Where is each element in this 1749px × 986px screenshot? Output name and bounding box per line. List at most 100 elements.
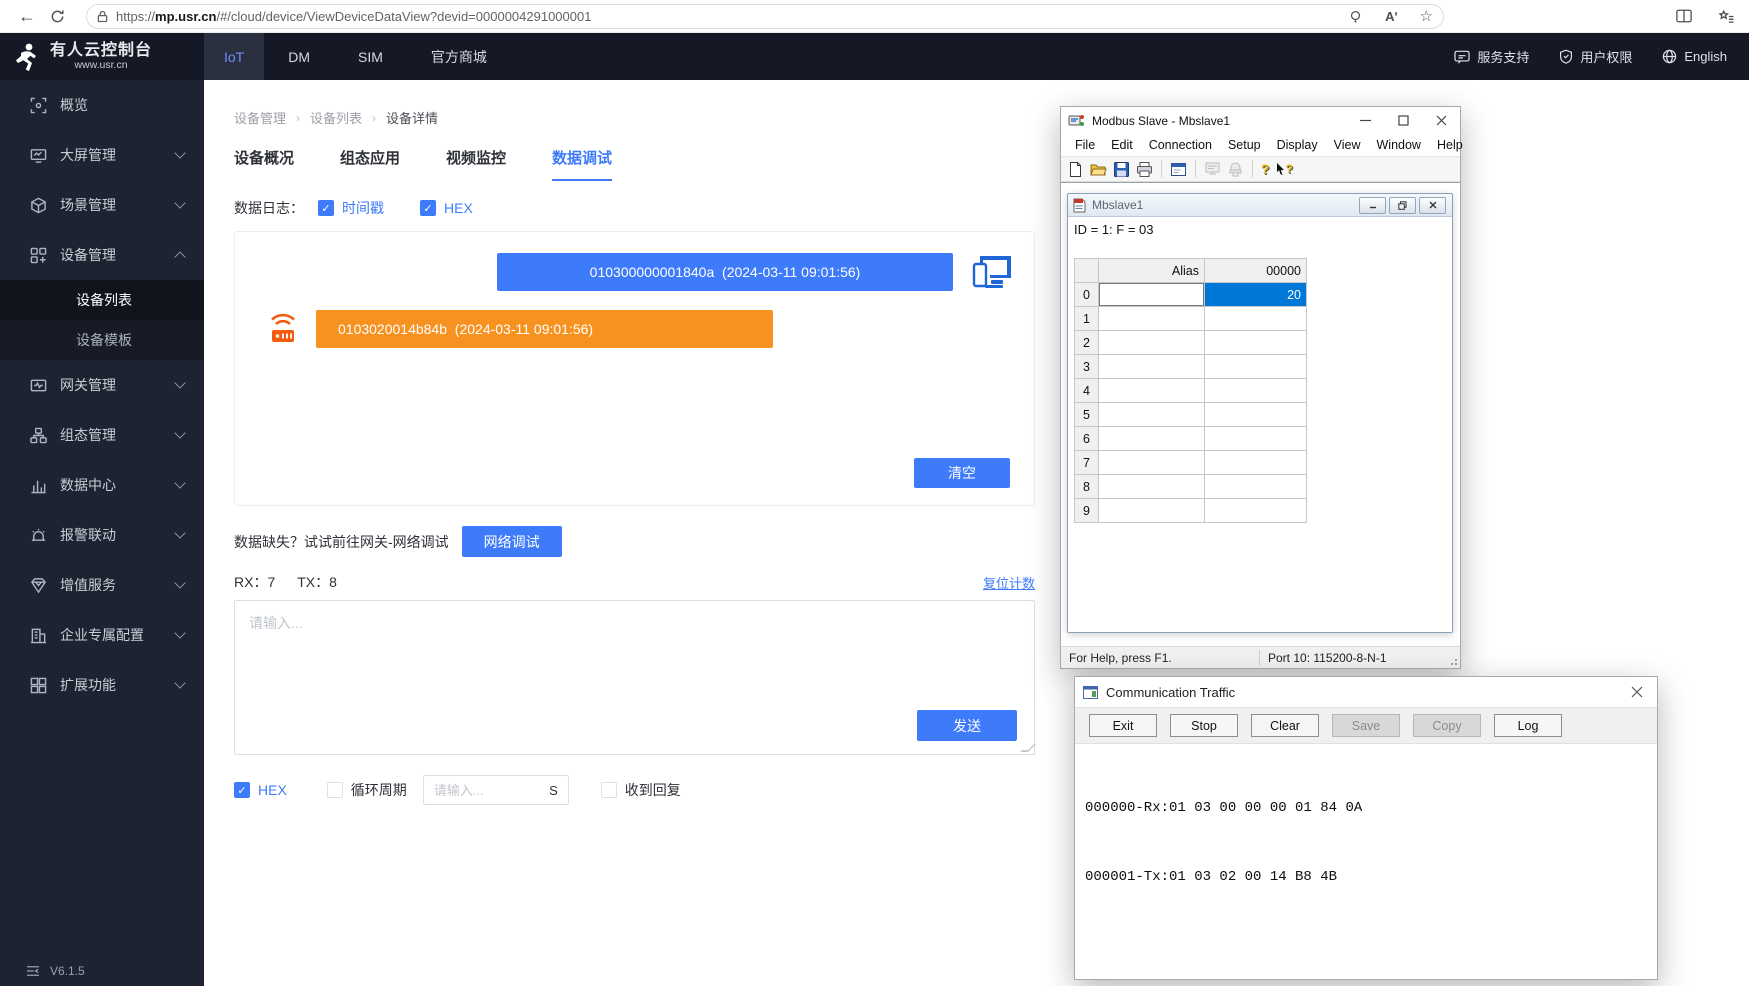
clear-button[interactable]: 清空 xyxy=(914,458,1010,488)
sidebar-item-device-list[interactable]: 设备列表 xyxy=(0,280,204,320)
browser-refresh-icon[interactable] xyxy=(42,2,72,30)
sidebar-item-gateway[interactable]: 网关管理 xyxy=(0,360,204,410)
menu-view[interactable]: View xyxy=(1333,138,1361,152)
split-screen-icon[interactable] xyxy=(1676,9,1692,23)
language-menu[interactable]: English xyxy=(1662,49,1727,64)
value-cell[interactable] xyxy=(1204,474,1307,499)
permissions-menu[interactable]: 用户权限 xyxy=(1559,47,1632,66)
menu-help[interactable]: Help xyxy=(1436,138,1463,152)
save-icon[interactable] xyxy=(1113,161,1130,178)
log-button[interactable]: Log xyxy=(1494,714,1562,737)
print-icon[interactable] xyxy=(1136,161,1153,178)
sidebar-item-vas[interactable]: 增值服务 xyxy=(0,560,204,610)
location-icon[interactable] xyxy=(1348,9,1363,24)
tab-video-monitor[interactable]: 视频监控 xyxy=(446,150,507,167)
menu-file[interactable]: File xyxy=(1075,138,1096,152)
support-menu[interactable]: 服务支持 xyxy=(1454,47,1529,66)
window-resize-grip[interactable] xyxy=(1448,656,1458,666)
menu-connection[interactable]: Connection xyxy=(1148,138,1212,152)
reply-checkbox[interactable] xyxy=(600,782,617,798)
mbslave1-titlebar[interactable]: Mbslave1 xyxy=(1068,194,1452,217)
sidebar-item-enterprise[interactable]: 企业专属配置 xyxy=(0,610,204,660)
hex-send-checkbox[interactable]: ✓ xyxy=(234,782,250,798)
loop-period-input[interactable] xyxy=(433,782,534,798)
modbus-titlebar[interactable]: Modbus Slave - Mbslave1 xyxy=(1061,107,1460,134)
value-cell[interactable] xyxy=(1204,450,1307,475)
sidebar-item-scene[interactable]: 场景管理 xyxy=(0,180,204,230)
alias-cell[interactable] xyxy=(1098,402,1205,427)
menu-edit[interactable]: Edit xyxy=(1111,138,1133,152)
sidebar-item-bigscreen[interactable]: 大屏管理 xyxy=(0,130,204,180)
alias-cell[interactable] xyxy=(1098,378,1205,403)
nav-dm[interactable]: DM xyxy=(288,48,311,65)
timestamp-checkbox-label[interactable]: 时间戳 xyxy=(342,200,384,216)
reply-checkbox-label[interactable]: 收到回复 xyxy=(624,782,681,798)
network-debug-button[interactable]: 网络调试 xyxy=(461,526,562,557)
logo[interactable]: 有人云控制台 www.usr.cn xyxy=(0,33,204,80)
send-button[interactable]: 发送 xyxy=(917,710,1017,741)
sidebar-item-device-template[interactable]: 设备模板 xyxy=(76,332,132,348)
alias-cell[interactable] xyxy=(1098,498,1205,523)
value-cell[interactable] xyxy=(1204,354,1307,379)
clear-traffic-button[interactable]: Clear xyxy=(1251,714,1319,737)
value-cell[interactable] xyxy=(1204,426,1307,451)
breadcrumb-device-mgmt[interactable]: 设备管理 xyxy=(234,111,287,126)
display-settings-icon[interactable] xyxy=(1170,161,1187,178)
open-file-icon[interactable] xyxy=(1090,161,1107,178)
tab-data-debug[interactable]: 数据调试 xyxy=(552,147,613,181)
alias-cell[interactable] xyxy=(1098,354,1205,379)
menu-setup[interactable]: Setup xyxy=(1227,138,1261,152)
sidebar-item-alarm[interactable]: 报警联动 xyxy=(0,510,204,560)
close-icon[interactable] xyxy=(1422,107,1460,134)
value-cell[interactable] xyxy=(1204,498,1307,523)
new-file-icon[interactable] xyxy=(1067,161,1084,178)
value-header[interactable]: 00000 xyxy=(1204,258,1307,283)
timestamp-checkbox[interactable]: ✓ xyxy=(318,200,334,216)
child-minimize-icon[interactable] xyxy=(1359,196,1386,214)
alias-cell[interactable] xyxy=(1098,450,1205,475)
favorites-list-icon[interactable] xyxy=(1718,9,1735,24)
alias-cell[interactable] xyxy=(1098,282,1205,307)
nav-mall[interactable]: 官方商城 xyxy=(430,48,487,65)
alias-cell[interactable] xyxy=(1098,306,1205,331)
hex-log-checkbox-label[interactable]: HEX xyxy=(444,200,473,216)
close-icon[interactable] xyxy=(1617,677,1657,707)
child-restore-icon[interactable] xyxy=(1389,196,1416,214)
stop-button[interactable]: Stop xyxy=(1170,714,1238,737)
value-cell[interactable] xyxy=(1204,306,1307,331)
alias-cell[interactable] xyxy=(1098,426,1205,451)
value-cell-selected[interactable]: 20 xyxy=(1204,282,1307,307)
sidebar-item-device[interactable]: 设备管理 xyxy=(0,230,204,280)
alias-header[interactable]: Alias xyxy=(1098,258,1205,283)
favorite-star-icon[interactable]: ☆ xyxy=(1419,8,1433,25)
value-cell[interactable] xyxy=(1204,330,1307,355)
sidebar-item-scada[interactable]: 组态管理 xyxy=(0,410,204,460)
maximize-icon[interactable] xyxy=(1384,107,1422,134)
alias-cell[interactable] xyxy=(1098,474,1205,499)
hex-send-checkbox-label[interactable]: HEX xyxy=(258,782,287,798)
minimize-icon[interactable] xyxy=(1346,107,1384,134)
browser-back-icon[interactable]: ← xyxy=(18,5,36,26)
help-icon[interactable]: ? xyxy=(1261,161,1270,177)
breadcrumb-device-list[interactable]: 设备列表 xyxy=(310,111,363,126)
collapse-icon[interactable] xyxy=(26,965,40,977)
reset-counter-link[interactable]: 复位计数 xyxy=(982,575,1035,591)
value-cell[interactable] xyxy=(1204,402,1307,427)
nav-sim[interactable]: SIM xyxy=(358,48,383,65)
child-close-icon[interactable] xyxy=(1419,196,1446,214)
loop-period-checkbox-label[interactable]: 循环周期 xyxy=(350,782,407,798)
alias-cell[interactable] xyxy=(1098,330,1205,355)
exit-button[interactable]: Exit xyxy=(1089,714,1157,737)
sidebar-item-overview[interactable]: 概览 xyxy=(0,80,204,130)
value-cell[interactable] xyxy=(1204,378,1307,403)
hex-log-checkbox[interactable]: ✓ xyxy=(420,200,436,216)
tab-device-overview[interactable]: 设备概况 xyxy=(234,150,295,167)
tab-scada-app[interactable]: 组态应用 xyxy=(340,150,401,167)
loop-period-checkbox[interactable] xyxy=(326,782,343,798)
sidebar-item-datacenter[interactable]: 数据中心 xyxy=(0,460,204,510)
sidebar-item-extend[interactable]: 扩展功能 xyxy=(0,660,204,710)
read-aloud-icon[interactable]: Aʹ xyxy=(1385,8,1398,24)
context-help-icon[interactable]: ? xyxy=(1276,162,1293,176)
menu-window[interactable]: Window xyxy=(1376,138,1421,152)
menu-display[interactable]: Display xyxy=(1276,138,1318,152)
